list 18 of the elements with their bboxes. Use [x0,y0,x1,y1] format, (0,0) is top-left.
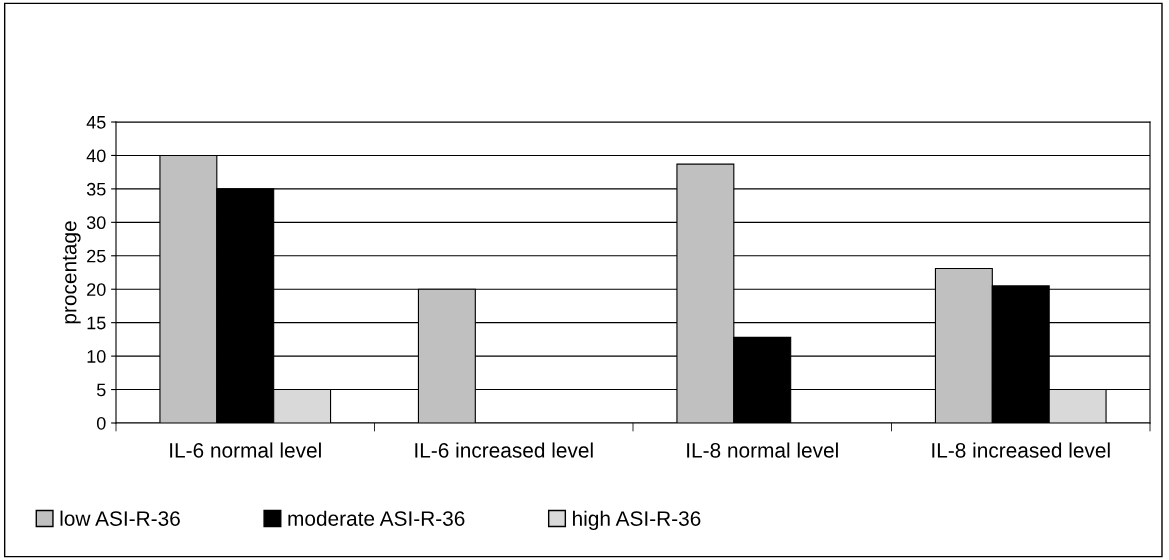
y-tick-label: 15 [87,316,106,330]
x-tick-label: IL-6 normal level [170,442,321,458]
x-tick-label: IL-6 increased level [415,442,593,458]
y-tick-label: 20 [87,283,106,296]
y-tick-label: 0 [96,416,106,430]
legend-label: low ASI-R-36 [60,510,180,526]
y-tick-label: 10 [87,350,106,363]
y-tick-label: 25 [87,249,106,263]
x-tick-label: IL-8 increased level [932,442,1110,458]
y-tick-label: 45 [86,116,106,129]
legend-label: moderate ASI-R-36 [288,510,465,526]
y-tick-label: 5 [96,383,106,397]
legend-label: high ASI-R-36 [573,510,701,531]
x-tick-label: IL-8 normal level [687,442,838,458]
y-tick-label: 35 [86,182,106,196]
y-axis-title: procentage [62,221,81,324]
y-tick-label: 30 [86,216,106,230]
y-tick-label: 40 [86,149,106,163]
